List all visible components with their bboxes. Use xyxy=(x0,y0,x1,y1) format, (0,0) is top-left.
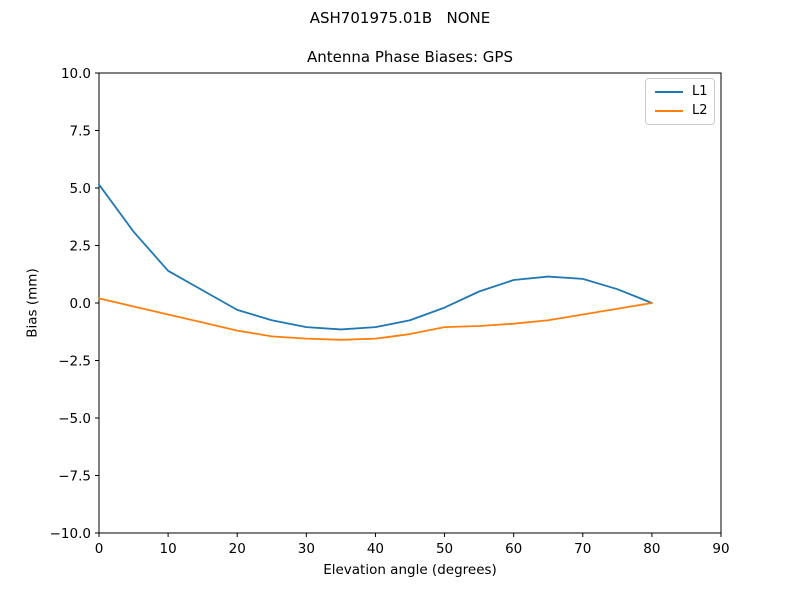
x-tick-label: 40 xyxy=(367,541,384,557)
l2-line-swatch xyxy=(655,109,683,112)
legend-label-l2: L2 xyxy=(692,102,708,118)
l1-line-swatch xyxy=(655,91,683,94)
legend: L1 L2 xyxy=(645,78,715,125)
figure-title: ASH701975.01B NONE xyxy=(309,9,491,27)
x-tick-label: 50 xyxy=(436,541,453,557)
y-tick-label: 0.0 xyxy=(70,296,91,312)
legend-label-l1: L1 xyxy=(692,84,708,100)
y-tick-label: −5.0 xyxy=(58,411,91,427)
legend-item-l2: L2 xyxy=(655,102,708,119)
y-tick-label: 7.5 xyxy=(70,123,91,139)
y-tick-label: −10.0 xyxy=(50,526,91,542)
x-tick-label: 0 xyxy=(95,541,104,557)
x-tick-label: 60 xyxy=(505,541,522,557)
series-line-l2 xyxy=(98,297,653,341)
series-line-l1 xyxy=(98,183,653,331)
y-tick-label: 5.0 xyxy=(70,181,91,197)
y-tick-label: 10.0 xyxy=(61,66,91,82)
y-axis-label-box: Bias (mm) xyxy=(20,73,46,533)
y-axis-label: Bias (mm) xyxy=(25,268,42,338)
y-tick-label: −7.5 xyxy=(58,468,91,484)
y-tick-label: −2.5 xyxy=(58,353,91,369)
y-tick-label: 2.5 xyxy=(70,238,91,254)
x-axis-label: Elevation angle (degrees) xyxy=(323,562,497,578)
axes-border xyxy=(98,72,722,534)
x-tick-label: 70 xyxy=(574,541,591,557)
x-tick-label: 80 xyxy=(643,541,660,557)
chart-title: Antenna Phase Biases: GPS xyxy=(307,48,513,66)
x-tick-label: 20 xyxy=(229,541,246,557)
x-tick-label: 10 xyxy=(160,541,177,557)
x-tick-label: 30 xyxy=(298,541,315,557)
x-tick-label: 90 xyxy=(712,541,729,557)
legend-item-l1: L1 xyxy=(655,84,708,100)
